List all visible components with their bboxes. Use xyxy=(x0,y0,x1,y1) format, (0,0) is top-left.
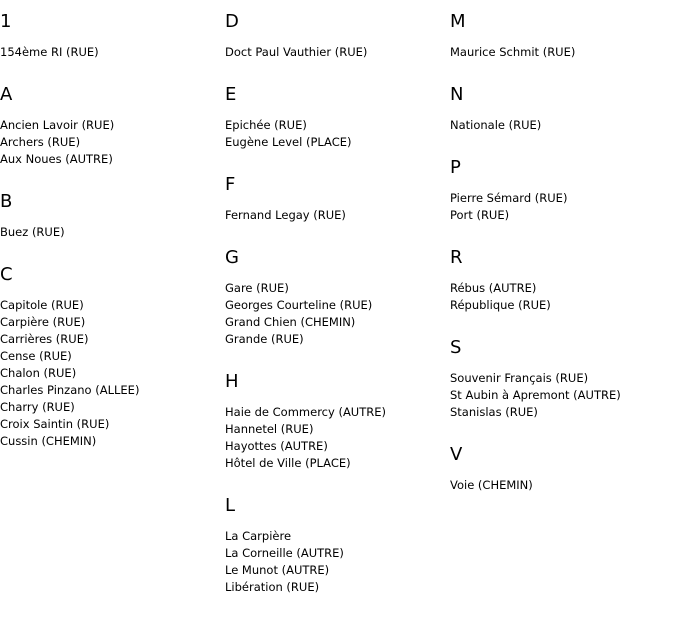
street-item[interactable]: Croix Saintin (RUE) xyxy=(0,416,110,431)
street-item[interactable]: Libération (RUE) xyxy=(225,579,320,594)
street-item[interactable]: St Aubin à Apremont (AUTRE) xyxy=(450,387,621,402)
street-item[interactable]: Carpière (RUE) xyxy=(0,314,86,329)
letter-section: C Capitole (RUE) Carpière (RUE) Carrières (… xyxy=(0,264,225,450)
letter-heading: L xyxy=(225,495,236,516)
letter-section: B Buez (RUE) xyxy=(0,191,225,241)
index-column: 1 154ème RI (RUE) A Ancien Lavoir (RUE) Arch… xyxy=(0,11,225,473)
letter-section: G Gare (RUE) Georges Courteline (RUE) Grand… xyxy=(225,247,450,348)
street-item[interactable]: Stanislas (RUE) xyxy=(450,404,538,419)
street-item[interactable]: Voie (CHEMIN) xyxy=(450,477,533,492)
street-item[interactable]: Aux Noues (AUTRE) xyxy=(0,151,113,166)
street-item[interactable]: Le Munot (AUTRE) xyxy=(225,562,330,577)
street-item[interactable]: 154ème RI (RUE) xyxy=(0,44,99,59)
street-item[interactable]: Gare (RUE) xyxy=(225,280,289,295)
street-item[interactable]: Charles Pinzano (ALLEE) xyxy=(0,382,140,397)
street-item[interactable]: Eugène Level (PLACE) xyxy=(225,134,352,149)
street-item[interactable]: Cussin (CHEMIN) xyxy=(0,433,97,448)
letter-section: F Fernand Legay (RUE) xyxy=(225,174,450,224)
letter-heading: M xyxy=(450,11,466,32)
street-item[interactable]: Haie de Commercy (AUTRE) xyxy=(225,404,386,419)
letter-section: V Voie (CHEMIN) xyxy=(450,444,675,494)
letter-section: P Pierre Sémard (RUE) Port (RUE) xyxy=(450,157,675,224)
letter-section: L La Carpière La Corneille (AUTRE) Le Munot… xyxy=(225,495,450,596)
index-column: M Maurice Schmit (RUE) N Nationale (RUE) P Pi… xyxy=(450,11,675,517)
street-item[interactable]: Port (RUE) xyxy=(450,207,510,222)
index-column: D Doct Paul Vauthier (RUE) E Epichée (RUE) E… xyxy=(225,11,450,619)
letter-heading: E xyxy=(225,84,237,105)
letter-section: S Souvenir Français (RUE) St Aubin à Aprem… xyxy=(450,337,675,421)
letter-heading: S xyxy=(450,337,462,358)
street-item[interactable]: La Corneille (AUTRE) xyxy=(225,545,344,560)
street-item[interactable]: Cense (RUE) xyxy=(0,348,72,363)
letter-section: M Maurice Schmit (RUE) xyxy=(450,11,675,61)
street-item[interactable]: Maurice Schmit (RUE) xyxy=(450,44,576,59)
street-item[interactable]: Carrières (RUE) xyxy=(0,331,89,346)
letter-heading: B xyxy=(0,191,13,212)
letter-heading: H xyxy=(225,371,239,392)
street-item[interactable]: Nationale (RUE) xyxy=(450,117,542,132)
street-item[interactable]: Fernand Legay (RUE) xyxy=(225,207,346,222)
street-item[interactable]: Charry (RUE) xyxy=(0,399,75,414)
street-item[interactable]: Pierre Sémard (RUE) xyxy=(450,190,568,205)
street-item[interactable]: Buez (RUE) xyxy=(0,224,65,239)
letter-heading: P xyxy=(450,157,461,178)
street-item[interactable]: Doct Paul Vauthier (RUE) xyxy=(225,44,368,59)
street-item[interactable]: Hayottes (AUTRE) xyxy=(225,438,328,453)
letter-heading: C xyxy=(0,264,13,285)
street-item[interactable]: Hannetel (RUE) xyxy=(225,421,314,436)
letter-section: D Doct Paul Vauthier (RUE) xyxy=(225,11,450,61)
letter-section: R Rébus (AUTRE) République (RUE) xyxy=(450,247,675,314)
street-item[interactable]: République (RUE) xyxy=(450,297,551,312)
street-item[interactable]: Grande (RUE) xyxy=(225,331,304,346)
letter-heading: 1 xyxy=(0,11,12,32)
letter-section: H Haie de Commercy (AUTRE) Hannetel (RUE) H… xyxy=(225,371,450,472)
letter-heading: F xyxy=(225,174,236,195)
letter-section: E Epichée (RUE) Eugène Level (PLACE) xyxy=(225,84,450,151)
letter-heading: D xyxy=(225,11,239,32)
letter-section: 1 154ème RI (RUE) xyxy=(0,11,225,61)
street-item[interactable]: Chalon (RUE) xyxy=(0,365,77,380)
street-item[interactable]: Grand Chien (CHEMIN) xyxy=(225,314,356,329)
letter-heading: G xyxy=(225,247,239,268)
street-item[interactable]: Souvenir Français (RUE) xyxy=(450,370,589,385)
letter-heading: V xyxy=(450,444,463,465)
street-item[interactable]: La Carpière xyxy=(225,528,292,543)
letter-heading: R xyxy=(450,247,463,268)
street-item[interactable]: Georges Courteline (RUE) xyxy=(225,297,373,312)
letter-section: N Nationale (RUE) xyxy=(450,84,675,134)
street-item[interactable]: Hôtel de Ville (PLACE) xyxy=(225,455,351,470)
letter-heading: N xyxy=(450,84,464,105)
street-item[interactable]: Rébus (AUTRE) xyxy=(450,280,537,295)
street-item[interactable]: Ancien Lavoir (RUE) xyxy=(0,117,115,132)
letter-section: A Ancien Lavoir (RUE) Archers (RUE) Aux Nou… xyxy=(0,84,225,168)
street-item[interactable]: Archers (RUE) xyxy=(0,134,81,149)
letter-heading: A xyxy=(0,84,13,105)
street-item[interactable]: Epichée (RUE) xyxy=(225,117,307,132)
street-item[interactable]: Capitole (RUE) xyxy=(0,297,84,312)
